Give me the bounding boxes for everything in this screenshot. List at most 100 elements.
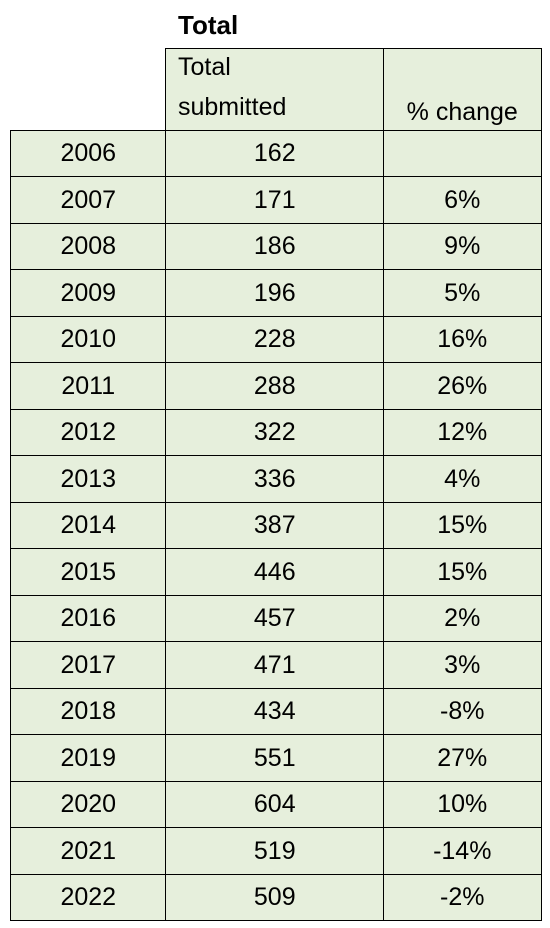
cell-text: 16% <box>437 325 488 354</box>
table-cell: 2012 <box>10 408 167 457</box>
table-cell: 2% <box>383 594 542 643</box>
cell-text: 4% <box>444 464 481 493</box>
cell-text: 2006 <box>60 139 117 168</box>
cell-text: 2015 <box>60 557 117 586</box>
cell-text: 471 <box>253 650 296 679</box>
cell-text: -2% <box>440 883 485 911</box>
table-cell: 3% <box>383 641 542 690</box>
table-cell: 387 <box>165 501 385 550</box>
table-cell: 2016 <box>10 594 167 643</box>
cell-text: 387 <box>253 511 296 540</box>
cell-text: 2008 <box>60 232 117 261</box>
table-title: Total <box>178 10 239 40</box>
cell-text: 2016 <box>60 604 117 633</box>
cell-text: 2021 <box>60 836 117 865</box>
cell-text: 2013 <box>60 464 117 493</box>
cell-text: 3% <box>444 650 481 679</box>
table-cell: 446 <box>165 548 385 597</box>
cell-text: 2022 <box>60 883 117 911</box>
cell-text: Total submitted <box>178 52 287 121</box>
table-cell: 604 <box>165 780 385 829</box>
cell-text: 6% <box>444 185 481 214</box>
table-cell: 228 <box>165 315 385 364</box>
cell-text: 15% <box>437 557 488 586</box>
table-cell: 2020 <box>10 780 167 829</box>
cell-text: 2010 <box>60 325 117 354</box>
table-cell: 15% <box>383 548 542 597</box>
table-cell: 162 <box>165 130 385 178</box>
table-cell: 27% <box>383 734 542 783</box>
cell-text: -8% <box>440 697 485 726</box>
table-cell: 2013 <box>10 455 167 504</box>
table-cell: 6% <box>383 176 542 225</box>
table-cell: 2017 <box>10 641 167 690</box>
cell-text: 9% <box>444 232 481 261</box>
table-cell: 336 <box>165 455 385 504</box>
header-cell: % change <box>383 48 542 132</box>
cell-text: 288 <box>253 371 296 400</box>
cell-text: 457 <box>253 604 296 633</box>
cell-text: % change <box>406 97 518 126</box>
table-cell: -14% <box>383 827 542 876</box>
table-cell: 322 <box>165 408 385 457</box>
table-cell: 434 <box>165 687 385 736</box>
cell-text: -14% <box>433 836 492 865</box>
cell-text: 228 <box>253 325 296 354</box>
table-cell: 551 <box>165 734 385 783</box>
cell-text: 446 <box>253 557 296 586</box>
table-cell: 171 <box>165 176 385 225</box>
cell-text: 15% <box>437 511 488 540</box>
table-cell: 196 <box>165 269 385 318</box>
table-cell: 12% <box>383 408 542 457</box>
cell-text: 10% <box>437 790 488 819</box>
cell-text: 2020 <box>60 790 117 819</box>
table-cell: 186 <box>165 222 385 271</box>
cell-text: 604 <box>253 790 296 819</box>
table-cell: 10% <box>383 780 542 829</box>
cell-text: 2014 <box>60 511 117 540</box>
table-cell: 2021 <box>10 827 167 876</box>
cell-text: 2009 <box>60 278 117 307</box>
table-cell: 4% <box>383 455 542 504</box>
cell-text: 2019 <box>60 743 117 772</box>
cell-text: 434 <box>253 697 296 726</box>
table-cell: 26% <box>383 362 542 411</box>
table-cell: 288 <box>165 362 385 411</box>
table-cell: 471 <box>165 641 385 690</box>
table-cell: 16% <box>383 315 542 364</box>
table-cell: 15% <box>383 501 542 550</box>
table-cell: 5% <box>383 269 542 318</box>
table-cell <box>383 130 542 178</box>
cell-text: 26% <box>437 371 488 400</box>
cell-text: 186 <box>253 232 296 261</box>
cell-text: 336 <box>253 464 296 493</box>
table-cell: 2006 <box>10 130 167 178</box>
table-cell: -2% <box>383 873 542 922</box>
table-cell: 2010 <box>10 315 167 364</box>
cell-text: 162 <box>253 139 296 168</box>
cell-text: 322 <box>253 418 296 447</box>
table-cell: 2022 <box>10 873 167 922</box>
cell-text: 519 <box>253 836 296 865</box>
cell-text: 27% <box>437 743 488 772</box>
cell-text: 12% <box>437 418 488 447</box>
header-cell: Total submitted <box>165 48 385 132</box>
cell-text: 2011 <box>61 371 116 400</box>
cell-text: 196 <box>253 278 296 307</box>
cell-text: 2007 <box>60 185 117 214</box>
table-cell: 519 <box>165 827 385 876</box>
table-cell: 457 <box>165 594 385 643</box>
table-cell: 2018 <box>10 687 167 736</box>
table-cell: -8% <box>383 687 542 736</box>
table-cell: 2014 <box>10 501 167 550</box>
cell-text: 171 <box>253 185 296 214</box>
cell-text: 5% <box>444 278 481 307</box>
cell-text: 551 <box>253 743 296 772</box>
cell-text: 2% <box>444 604 481 633</box>
table-cell: 2011 <box>10 362 167 411</box>
table-cell: 9% <box>383 222 542 271</box>
table-cell: 2019 <box>10 734 167 783</box>
table-cell: 2009 <box>10 269 167 318</box>
table-cell: 509 <box>165 873 385 922</box>
